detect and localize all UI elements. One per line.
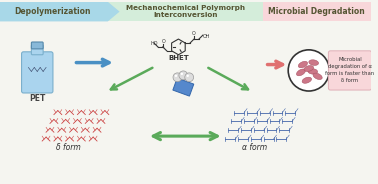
FancyBboxPatch shape [328, 51, 372, 90]
Ellipse shape [298, 61, 307, 68]
Text: α form: α form [242, 143, 268, 152]
Ellipse shape [302, 77, 311, 83]
Circle shape [173, 73, 182, 82]
Text: Microbial Degradation: Microbial Degradation [268, 7, 365, 16]
Polygon shape [263, 2, 370, 21]
Polygon shape [106, 2, 265, 21]
Ellipse shape [296, 69, 305, 76]
Polygon shape [0, 2, 119, 21]
Ellipse shape [304, 66, 314, 71]
Text: Mechanochemical Polymorph
Interconversion: Mechanochemical Polymorph Interconversio… [126, 5, 245, 18]
FancyBboxPatch shape [31, 42, 43, 49]
Circle shape [288, 50, 329, 91]
Text: Depolymerization: Depolymerization [15, 7, 91, 16]
Text: HO: HO [150, 41, 158, 47]
Circle shape [181, 73, 183, 75]
Text: δ form: δ form [56, 143, 81, 152]
Text: OH: OH [203, 34, 210, 39]
Text: BHET: BHET [168, 55, 189, 61]
Circle shape [179, 71, 188, 80]
Ellipse shape [309, 60, 319, 65]
Circle shape [185, 73, 194, 82]
Ellipse shape [308, 69, 318, 74]
Text: Microbial
degradation of α
form is faster than
δ form: Microbial degradation of α form is faste… [325, 57, 375, 83]
Text: PET: PET [29, 94, 45, 103]
FancyBboxPatch shape [31, 45, 43, 55]
Circle shape [187, 75, 189, 77]
FancyBboxPatch shape [22, 52, 53, 93]
Circle shape [175, 75, 177, 77]
Polygon shape [173, 78, 194, 96]
Ellipse shape [313, 73, 322, 79]
Text: O: O [192, 31, 196, 36]
Text: O: O [162, 39, 166, 44]
